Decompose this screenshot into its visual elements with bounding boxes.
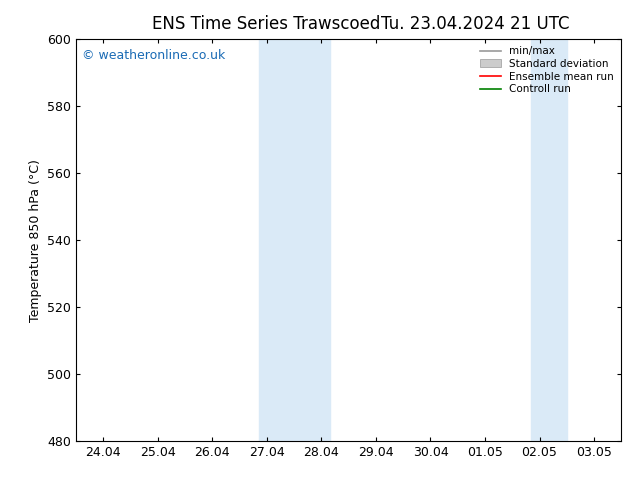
Text: © weatheronline.co.uk: © weatheronline.co.uk [82, 49, 225, 62]
Bar [259, 39, 330, 441]
Text: Tu. 23.04.2024 21 UTC: Tu. 23.04.2024 21 UTC [381, 15, 570, 33]
Bar [531, 39, 567, 441]
Text: ENS Time Series Trawscoed: ENS Time Series Trawscoed [152, 15, 380, 33]
Legend: min/max, Standard deviation, Ensemble mean run, Controll run: min/max, Standard deviation, Ensemble me… [478, 45, 616, 97]
Y-axis label: Temperature 850 hPa (°C): Temperature 850 hPa (°C) [29, 159, 42, 321]
